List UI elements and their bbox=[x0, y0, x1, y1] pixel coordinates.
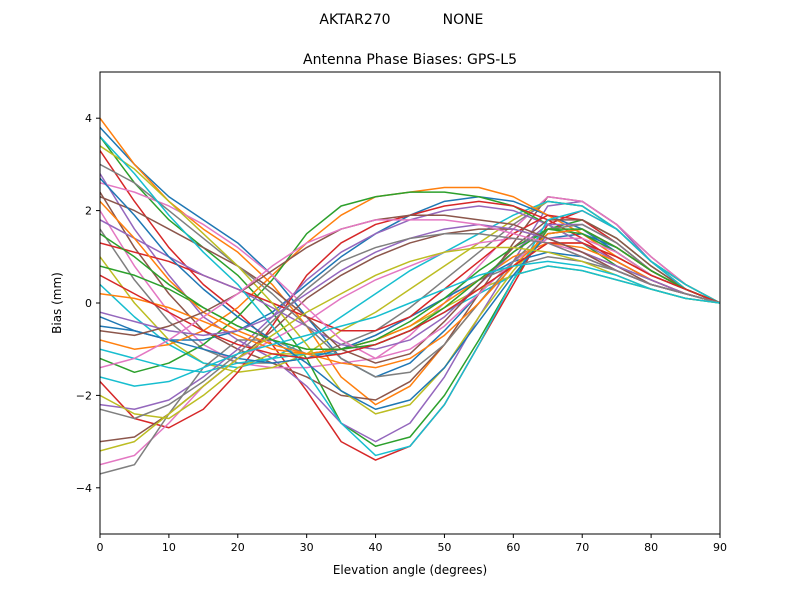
series-line-26 bbox=[100, 196, 720, 364]
x-tick-label: 50 bbox=[437, 541, 451, 554]
chart-title: Antenna Phase Biases: GPS-L5 bbox=[303, 52, 517, 68]
series-line-30 bbox=[100, 136, 720, 457]
series-line-38 bbox=[100, 232, 720, 420]
x-tick-label: 70 bbox=[575, 541, 589, 554]
series-line-34 bbox=[100, 242, 720, 360]
x-axis-label: Elevation angle (degrees) bbox=[333, 563, 487, 577]
x-tick-label: 40 bbox=[369, 541, 383, 554]
x-tick-label: 60 bbox=[506, 541, 520, 554]
series-line-27 bbox=[100, 182, 720, 360]
y-tick-label: −2 bbox=[76, 389, 92, 402]
series-layer bbox=[100, 117, 720, 475]
axis-ticks: 0 10 20 30 40 50 60 70 80 90 −4 −2 0 2 4 bbox=[76, 112, 727, 554]
y-tick-label: 2 bbox=[85, 205, 92, 218]
series-line-22 bbox=[100, 242, 720, 355]
x-tick-label: 0 bbox=[97, 541, 104, 554]
x-tick-label: 10 bbox=[162, 541, 176, 554]
x-tick-label: 80 bbox=[644, 541, 658, 554]
x-tick-label: 30 bbox=[300, 541, 314, 554]
plot-frame bbox=[99, 71, 721, 535]
suptitle-radome: NONE bbox=[443, 12, 484, 28]
y-tick-label: 4 bbox=[85, 112, 92, 125]
y-axis-label: Bias (mm) bbox=[50, 272, 64, 334]
series-line-40 bbox=[100, 260, 720, 387]
x-tick-label: 90 bbox=[713, 541, 727, 554]
series-line-28 bbox=[100, 163, 720, 378]
y-tick-label: 0 bbox=[85, 297, 92, 310]
y-tick-label: −4 bbox=[76, 482, 92, 495]
suptitle-station: AKTAR270 bbox=[319, 12, 390, 28]
x-tick-label: 20 bbox=[231, 541, 245, 554]
